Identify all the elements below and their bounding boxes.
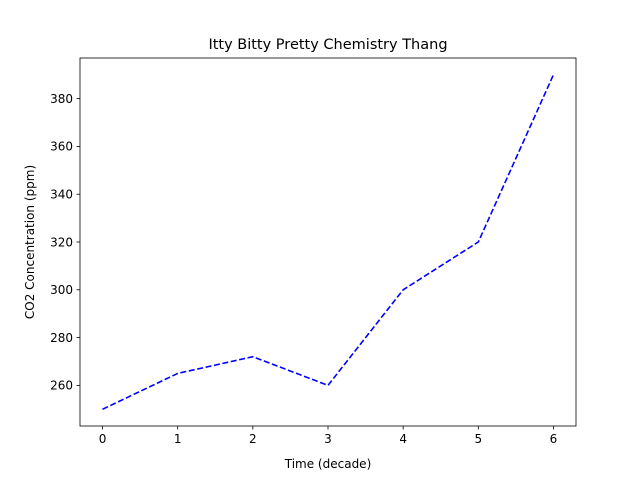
x-axis-label: Time (decade): [284, 457, 372, 471]
x-tick-label: 6: [550, 432, 558, 446]
y-axis-label: CO2 Concentration (ppm): [23, 165, 37, 319]
y-tick-label: 320: [50, 235, 73, 249]
x-tick-label: 3: [324, 432, 332, 446]
y-tick-label: 360: [50, 140, 73, 154]
y-tick-label: 280: [50, 331, 73, 345]
y-tick-label: 260: [50, 379, 73, 393]
chart-title: Itty Bitty Pretty Chemistry Thang: [208, 37, 447, 53]
plot-area: [80, 58, 576, 426]
y-tick-label: 300: [50, 283, 73, 297]
x-tick-label: 2: [249, 432, 257, 446]
x-tick-label: 0: [99, 432, 107, 446]
y-tick-label: 380: [50, 92, 73, 106]
x-tick-label: 4: [399, 432, 407, 446]
y-tick-label: 340: [50, 188, 73, 202]
x-tick-label: 1: [174, 432, 182, 446]
x-tick-label: 5: [474, 432, 482, 446]
